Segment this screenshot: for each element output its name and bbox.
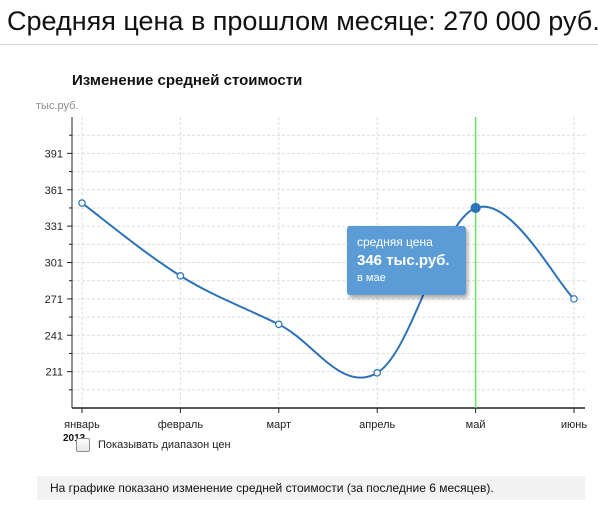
chart-title: Изменение средней стоимости: [72, 72, 303, 89]
series-layer: [78, 199, 578, 379]
data-point: [176, 272, 185, 280]
show-range-toggle[interactable]: Показывать диапазон цен: [76, 438, 231, 452]
y-axis: 211 241 271 301 331 361 391: [45, 117, 73, 408]
page-title: Средняя цена в прошлом месяце: 270 000 р…: [7, 6, 598, 36]
title-divider: [0, 44, 598, 45]
data-point-active: [470, 202, 481, 214]
x-axis: январь февраль март апрель май июнь 2013: [63, 407, 587, 444]
x-tick-label: март: [266, 419, 291, 431]
y-tick-label: 361: [45, 185, 63, 197]
y-axis-unit-label: тыс.руб.: [36, 100, 79, 112]
data-point: [274, 320, 283, 329]
show-range-label: Показывать диапазон цен: [98, 439, 231, 451]
data-point: [570, 295, 578, 303]
y-tick-label: 331: [45, 221, 63, 233]
y-tick-label: 241: [45, 330, 63, 342]
x-tick-label: июнь: [561, 419, 587, 431]
x-tick-label: апрель: [359, 419, 395, 431]
x-year-label: 2013: [63, 433, 86, 444]
x-tick-label: май: [466, 419, 486, 431]
x-tick-label: февраль: [158, 419, 204, 431]
chart-description-note: На графике показано изменение средней ст…: [37, 476, 585, 500]
data-point: [78, 199, 86, 207]
y-tick-label: 301: [45, 258, 63, 270]
y-tick-label: 211: [45, 367, 63, 379]
x-tick-label: январь: [64, 419, 100, 431]
y-tick-label: 271: [45, 294, 63, 306]
price-series-line: [81, 202, 575, 379]
show-range-checkbox[interactable]: [76, 438, 90, 452]
price-chart: 211 241 271 301 331 361 391 январь февраль март а…: [45, 117, 587, 444]
value-tooltip: средняя цена 346 тыс.руб. в мае: [347, 226, 466, 295]
data-point: [373, 369, 382, 377]
tooltip-value: 346 тыс.руб.: [357, 252, 450, 269]
tooltip-month: в мае: [357, 272, 386, 284]
tooltip-caption: средняя цена: [357, 235, 433, 249]
y-tick-label: 391: [45, 148, 63, 160]
